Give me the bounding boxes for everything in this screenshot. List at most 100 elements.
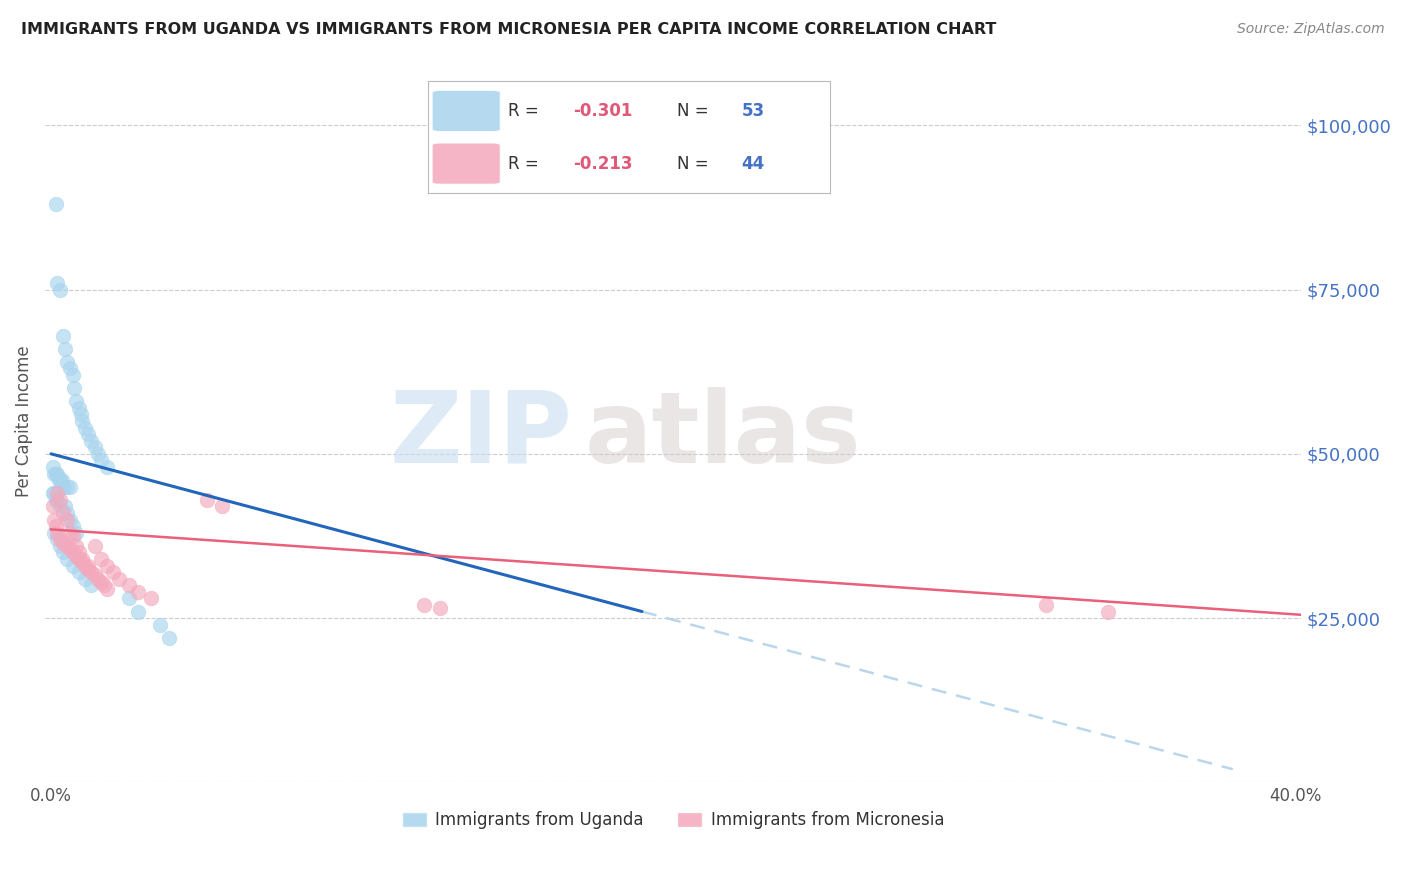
Point [45, 197, 67, 211]
Point [46, 492, 69, 507]
Point [65, 549, 87, 563]
Point [69, 408, 91, 422]
Point [77, 427, 100, 442]
Point [93, 578, 115, 592]
Point [46, 467, 69, 481]
Point [41, 460, 63, 475]
Point [55, 512, 77, 526]
Point [52, 535, 75, 549]
Point [86, 572, 108, 586]
Point [75, 558, 97, 573]
Y-axis label: Per Capita Income: Per Capita Income [15, 345, 32, 497]
Text: IMMIGRANTS FROM UGANDA VS IMMIGRANTS FROM MICRONESIA PER CAPITA INCOME CORRELATI: IMMIGRANTS FROM UGANDA VS IMMIGRANTS FRO… [21, 22, 997, 37]
Point [149, 617, 172, 632]
Point [65, 394, 87, 409]
Point [70, 555, 93, 569]
Point [86, 447, 108, 461]
Point [49, 533, 72, 547]
Point [63, 381, 86, 395]
Point [70, 414, 93, 428]
Point [46, 486, 69, 500]
Point [55, 552, 77, 566]
Point [44, 486, 66, 500]
Point [41, 486, 63, 500]
Point [65, 539, 87, 553]
Point [59, 361, 82, 376]
Point [80, 434, 103, 448]
Point [62, 558, 84, 573]
Point [108, 572, 131, 586]
Point [53, 342, 76, 356]
Point [80, 578, 103, 592]
Point [46, 533, 69, 547]
Point [53, 500, 76, 514]
Point [46, 276, 69, 290]
Point [52, 328, 75, 343]
Point [75, 420, 97, 434]
Point [45, 467, 67, 481]
Point [55, 506, 77, 520]
Point [96, 558, 118, 573]
Point [52, 480, 75, 494]
Point [139, 591, 162, 606]
Point [75, 572, 97, 586]
Point [1035, 598, 1057, 612]
Point [83, 440, 105, 454]
Point [429, 601, 451, 615]
Point [127, 584, 149, 599]
Point [44, 512, 66, 526]
Point [195, 492, 218, 507]
Point [52, 506, 75, 520]
Point [90, 574, 112, 589]
Point [80, 565, 103, 579]
Point [44, 525, 66, 540]
Legend: Immigrants from Uganda, Immigrants from Micronesia: Immigrants from Uganda, Immigrants from … [395, 804, 950, 836]
Point [118, 578, 141, 592]
Point [62, 545, 84, 559]
Point [45, 519, 67, 533]
Point [41, 500, 63, 514]
Point [52, 545, 75, 559]
Point [55, 539, 77, 553]
Point [413, 598, 436, 612]
Point [118, 591, 141, 606]
Point [83, 568, 105, 582]
Point [55, 480, 77, 494]
Point [77, 558, 100, 573]
Text: Source: ZipAtlas.com: Source: ZipAtlas.com [1237, 22, 1385, 37]
Text: atlas: atlas [585, 387, 862, 484]
Point [67, 545, 90, 559]
Point [59, 512, 82, 526]
Point [62, 519, 84, 533]
Point [103, 565, 125, 579]
Text: ZIP: ZIP [389, 387, 572, 484]
Point [65, 525, 87, 540]
Point [157, 631, 180, 645]
Point [51, 473, 73, 487]
Point [67, 552, 90, 566]
Point [49, 539, 72, 553]
Point [96, 460, 118, 475]
Point [1097, 605, 1119, 619]
Point [46, 525, 69, 540]
Point [49, 492, 72, 507]
Point [48, 473, 70, 487]
Point [59, 525, 82, 540]
Point [127, 605, 149, 619]
Point [45, 492, 67, 507]
Point [62, 368, 84, 382]
Point [90, 552, 112, 566]
Point [49, 500, 72, 514]
Point [83, 539, 105, 553]
Point [49, 473, 72, 487]
Point [44, 467, 66, 481]
Point [59, 480, 82, 494]
Point [96, 582, 118, 596]
Point [67, 565, 90, 579]
Point [67, 401, 90, 415]
Point [211, 500, 233, 514]
Point [59, 542, 82, 557]
Point [49, 283, 72, 297]
Point [62, 529, 84, 543]
Point [77, 562, 100, 576]
